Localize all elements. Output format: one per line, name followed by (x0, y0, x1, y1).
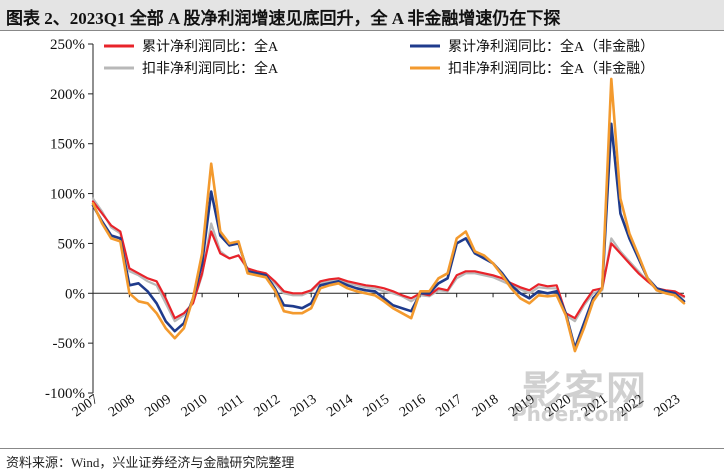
legend-label: 累计净利润同比：全A (142, 38, 279, 55)
bottom-divider (0, 448, 724, 449)
legend-label: 扣非净利润同比：全A（非金融） (448, 60, 654, 77)
watermark-en: Phoer.com (512, 402, 630, 426)
chart-title: 图表 2、2023Q1 全部 A 股净利润增速见底回升，全 A 非金融增速仍在下… (6, 9, 561, 28)
x-tick-label: 2015 (361, 392, 393, 420)
y-tick-label: 0% (65, 286, 85, 302)
y-tick-label: 200% (50, 87, 85, 103)
x-tick-label: 2012 (252, 392, 284, 420)
y-tick-label: -100% (45, 386, 85, 402)
x-tick-label: 2013 (288, 392, 320, 420)
x-tick-label: 2018 (470, 392, 502, 420)
x-tick-label: 2008 (106, 392, 138, 420)
x-tick-label: 2016 (397, 392, 429, 420)
source-note: 资料来源：Wind，兴业证券经济与金融研究院整理 (6, 455, 295, 470)
x-tick-label: 2014 (324, 392, 356, 420)
y-tick-label: 250% (50, 37, 85, 53)
x-tick-label: 2017 (433, 392, 465, 420)
x-tick-label: 2011 (216, 392, 247, 420)
line-chart: -100%-50%0%50%100%150%200%250%2007 2008 20… (45, 37, 686, 420)
x-tick-label: 2010 (179, 392, 211, 420)
legend-label: 累计净利润同比：全A（非金融） (448, 38, 654, 55)
series-line (91, 77, 686, 353)
top-divider (0, 30, 724, 31)
title-bar: 图表 2、2023Q1 全部 A 股净利润增速见底回升，全 A 非金融增速仍在下… (0, 0, 724, 30)
y-tick-label: -50% (53, 336, 86, 352)
y-tick-label: 100% (50, 187, 85, 203)
x-tick-label: 2009 (142, 392, 174, 420)
x-tick-label: 2023 (652, 392, 684, 420)
y-tick-label: 150% (50, 137, 85, 153)
watermark-cn: 影客网 (522, 368, 648, 414)
y-tick-label: 50% (58, 236, 86, 252)
legend-label: 扣非净利润同比：全A (142, 60, 279, 77)
